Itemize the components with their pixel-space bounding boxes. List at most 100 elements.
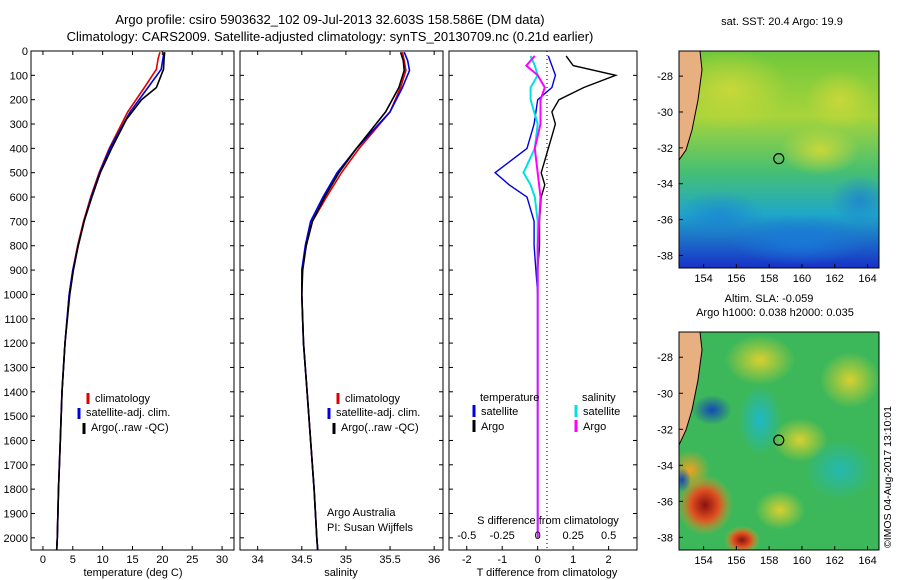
legend-temperature-title: temperature	[480, 392, 539, 404]
difference-plot-frame	[448, 50, 638, 551]
lon-tick-label: 160	[793, 555, 811, 567]
lon-tick-label: 164	[858, 273, 876, 285]
series-line-satellite-adj-clim-	[300, 51, 411, 551]
lon-tick-label: 158	[760, 273, 778, 285]
tdiff-xlabel: T difference from climatology	[477, 567, 618, 579]
sst-map-frame	[678, 50, 880, 269]
x-tick-label: 25	[186, 554, 198, 566]
sst-map	[679, 51, 879, 268]
y-tick-label: 100	[10, 70, 28, 82]
y-tick-label: 1800	[4, 484, 28, 496]
x-tick-label: 30	[216, 554, 228, 566]
lat-tick-label: -36	[657, 496, 673, 508]
x-tick-label: 2	[606, 554, 612, 566]
series-line-t-argo	[537, 55, 619, 538]
y-tick-label: 1500	[4, 411, 28, 423]
x-tick-label: 15	[126, 554, 138, 566]
float-marker-sst	[773, 153, 785, 165]
legend-salinity-title: salinity	[582, 392, 616, 404]
lat-tick-label: -38	[657, 532, 673, 544]
s-tick-label: 0.5	[601, 530, 616, 542]
legend-satellite: satellite-adj. clim.	[86, 407, 170, 419]
x-tick-label: 1	[570, 554, 576, 566]
temperature-legend: climatology satellite-adj. clim. Argo(..…	[77, 393, 170, 434]
x-tick-label: 34.5	[291, 554, 312, 566]
sdiff-ticks: -0.5 -0.25 0 0.25 0.5	[457, 530, 616, 542]
y-tick-label: 1600	[4, 435, 28, 447]
x-tick-label: 0	[535, 554, 541, 566]
legend-argo-2: Argo(..raw -QC)	[341, 422, 419, 434]
temperature-plot-frame	[30, 50, 235, 551]
x-tick-label: 34	[252, 554, 264, 566]
legend-climatology: climatology	[95, 393, 151, 405]
y-tick-label: 1300	[4, 362, 28, 374]
lat-tick-label: -30	[657, 107, 673, 119]
lat-tick-label: -30	[657, 388, 673, 400]
series-line-satellite-adj-clim-	[55, 52, 165, 551]
y-tick-label: 600	[10, 192, 28, 204]
y-tick-label: 2000	[4, 533, 28, 545]
lon-tick-label: 158	[760, 555, 778, 567]
chart-title-line2: Climatology: CARS2009. Satellite-adjuste…	[66, 29, 594, 44]
s-tick-label: -0.25	[490, 530, 515, 542]
x-tick-label: -1	[497, 554, 507, 566]
x-tick-label: -2	[462, 554, 472, 566]
lon-tick-label: 162	[826, 273, 844, 285]
x-tick-label: 5	[70, 554, 76, 566]
temperature-axes: 0 5 10 15 20 25 300100200300400500600700800900…	[4, 46, 234, 566]
credit-line1: Argo Australia	[327, 507, 396, 519]
difference-legend: temperature salinity satellite Argo sate…	[472, 392, 620, 433]
lon-tick-label: 160	[793, 273, 811, 285]
series-line-climatology	[55, 51, 161, 551]
sla-map-frame	[678, 331, 880, 551]
salinity-series	[300, 51, 411, 551]
x-tick-label: 35	[340, 554, 352, 566]
y-tick-label: 1900	[4, 508, 28, 520]
series-line-t-satellite	[493, 55, 557, 538]
lon-tick-label: 154	[694, 273, 712, 285]
lon-tick-label: 164	[858, 555, 876, 567]
y-tick-label: 1200	[4, 338, 28, 350]
s-tick-label: 0.25	[562, 530, 583, 542]
y-tick-label: 900	[10, 265, 28, 277]
s-tick-label: -0.5	[457, 530, 476, 542]
lon-tick-label: 156	[727, 555, 745, 567]
legend-tsat: satellite	[481, 406, 518, 418]
lon-tick-label: 154	[694, 555, 712, 567]
y-tick-label: 1400	[4, 387, 28, 399]
legend-ssat: satellite	[583, 406, 620, 418]
lon-tick-label: 162	[826, 555, 844, 567]
y-tick-label: 800	[10, 241, 28, 253]
x-tick-label: 20	[156, 554, 168, 566]
series-line-climatology	[300, 52, 407, 551]
legend-argo: Argo(..raw -QC)	[91, 422, 169, 434]
lat-tick-label: -28	[657, 352, 673, 364]
x-tick-label: 10	[97, 554, 109, 566]
map-top-title: sat. SST: 20.4 Argo: 19.9	[721, 16, 843, 28]
series-line-s-argo	[524, 55, 546, 538]
lat-tick-label: -32	[657, 424, 673, 436]
y-tick-label: 700	[10, 216, 28, 228]
y-tick-label: 500	[10, 168, 28, 180]
x-tick-label: 35.5	[379, 554, 400, 566]
series-line-s-satellite	[522, 55, 539, 538]
legend-climatology-2: climatology	[345, 393, 401, 405]
salinity-plot-frame	[239, 50, 444, 551]
sla-map-axes: 154 156 158 160 162 164 -28 -30 -32 -34 -36 -38	[657, 352, 877, 567]
difference-axes: -2 -1 0 1 2	[449, 50, 637, 566]
legend-satellite-2: satellite-adj. clim.	[336, 407, 420, 419]
y-tick-label: 1700	[4, 460, 28, 472]
sdiff-label: S difference from climatology	[477, 515, 619, 527]
lat-tick-label: -28	[657, 71, 673, 83]
lat-tick-label: -34	[657, 460, 673, 472]
salinity-legend: climatology satellite-adj. clim. Argo(..…	[327, 393, 420, 434]
series-line-argo-raw-qc-	[55, 52, 166, 551]
float-marker-sla	[773, 434, 785, 446]
map-bottom-title2: Argo h1000: 0.038 h2000: 0.035	[696, 307, 854, 319]
salinity-axes: 34 34.5 35 35.5 36	[240, 50, 443, 566]
imos-timestamp: ©IMOS 04-Aug-2017 13:10:01	[882, 406, 894, 548]
y-tick-label: 1100	[4, 314, 28, 326]
lat-tick-label: -32	[657, 143, 673, 155]
lat-tick-label: -38	[657, 250, 673, 262]
